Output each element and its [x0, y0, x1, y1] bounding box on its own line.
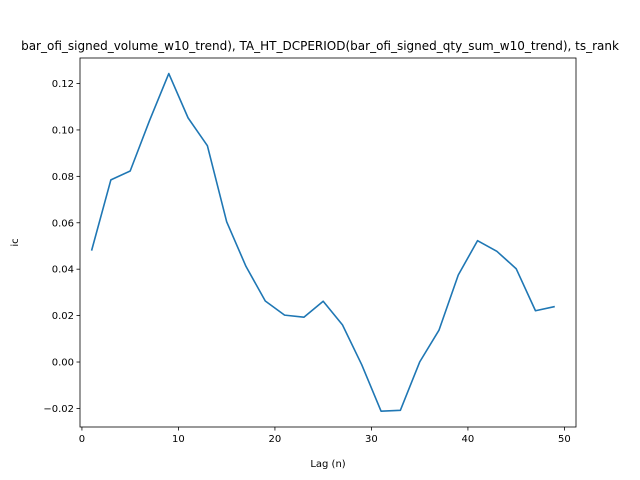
y-axis: −0.02 0.00 0.02 0.04 0.06 0.08 0.10 0.12 [43, 79, 80, 415]
plot-frame [79, 57, 577, 428]
y-tick-label: 0.08 [52, 172, 74, 183]
chart-title: bar_ofi_signed_volume_w10_trend), TA_HT_… [21, 39, 619, 53]
y-tick-label: 0.12 [52, 79, 74, 90]
y-tick-label: −0.02 [43, 404, 74, 415]
x-tick-label: 40 [462, 434, 475, 445]
y-tick-label: 0.04 [52, 265, 74, 276]
y-tick-label: 0.10 [52, 125, 74, 136]
x-axis: 0 10 20 30 40 50 [79, 427, 571, 445]
y-axis-label: ic [10, 238, 21, 246]
x-axis-label: Lag (n) [310, 459, 345, 470]
y-tick-label: 0.00 [52, 358, 74, 369]
series-line-0 [90, 72, 555, 413]
y-tick-label: 0.06 [52, 218, 74, 229]
series-line-group [90, 72, 555, 413]
x-tick-label: 50 [558, 434, 571, 445]
x-tick-label: 10 [172, 434, 185, 445]
y-tick-label: 0.02 [52, 311, 74, 322]
x-tick-label: 20 [269, 434, 282, 445]
x-tick-label: 30 [365, 434, 378, 445]
x-tick-label: 0 [79, 434, 85, 445]
